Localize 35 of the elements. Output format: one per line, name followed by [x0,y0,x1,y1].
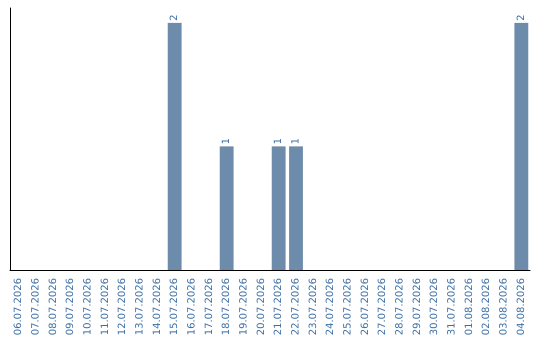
x-tick-label: 06.07.2026 [13,278,24,336]
x-tick-label: 27.07.2026 [377,278,388,336]
data-label: 1 [290,138,302,144]
x-tick-label: 16.07.2026 [186,278,198,336]
x-tick-label: 18.07.2026 [221,278,232,336]
x-tick-label: 15.07.2026 [169,278,180,336]
x-tick-label: 13.07.2026 [134,278,146,336]
x-tick-label: 24.07.2026 [325,278,336,336]
x-tick-label: 28.07.2026 [394,278,406,336]
x-tick-label: 09.07.2026 [65,278,76,336]
data-label: 1 [221,138,232,144]
x-tick-label: 31.07.2026 [446,278,458,336]
x-tick-label: 19.07.2026 [238,278,250,336]
data-label: 1 [273,138,284,144]
x-tick-label: 12.07.2026 [117,278,128,336]
x-tick-label: 25.07.2026 [342,278,354,336]
x-tick-label: 04.08.2026 [516,278,527,336]
x-tick-label: 30.07.2026 [429,278,440,336]
x-tick-label: 29.07.2026 [412,278,423,336]
data-label: 2 [169,14,180,21]
x-tick-label: 07.07.2026 [30,278,42,336]
x-tick-label: 01.08.2026 [464,278,475,336]
x-tick-label: 14.07.2026 [152,278,163,336]
x-tick-label: 23.07.2026 [308,278,319,336]
x-tick-label: 11.07.2026 [100,278,111,336]
x-tick-label: 02.08.2026 [481,278,492,336]
x-tick-label: 17.07.2026 [204,278,215,336]
x-tick-label: 21.07.2026 [273,278,284,336]
x-tick-label: 26.07.2026 [360,278,371,336]
x-tick-label: 10.07.2026 [82,278,94,336]
x-tick-label: 20.07.2026 [256,278,267,336]
x-tick-label: 08.07.2026 [48,278,59,336]
x-tick-label: 03.08.2026 [498,278,510,336]
x-tick-label: 22.07.2026 [290,278,302,336]
data-label: 2 [516,14,527,21]
